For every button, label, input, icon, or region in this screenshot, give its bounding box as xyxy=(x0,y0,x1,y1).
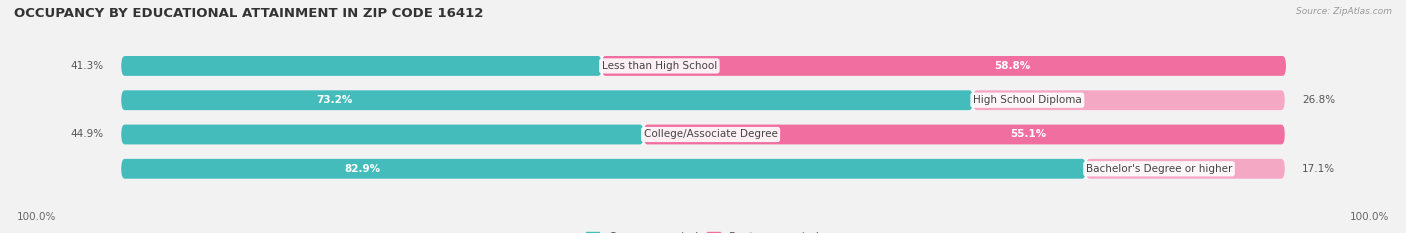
Text: 82.9%: 82.9% xyxy=(344,164,381,174)
Text: 73.2%: 73.2% xyxy=(316,95,353,105)
FancyBboxPatch shape xyxy=(644,125,1285,144)
FancyBboxPatch shape xyxy=(121,56,1285,76)
FancyBboxPatch shape xyxy=(973,90,1285,110)
Text: 100.0%: 100.0% xyxy=(1350,212,1389,222)
FancyBboxPatch shape xyxy=(1085,159,1285,179)
FancyBboxPatch shape xyxy=(121,159,1285,179)
Text: 26.8%: 26.8% xyxy=(1302,95,1336,105)
Text: 44.9%: 44.9% xyxy=(70,130,104,140)
Text: 17.1%: 17.1% xyxy=(1302,164,1336,174)
Text: 58.8%: 58.8% xyxy=(994,61,1031,71)
Text: High School Diploma: High School Diploma xyxy=(973,95,1081,105)
Text: 41.3%: 41.3% xyxy=(70,61,104,71)
Text: 100.0%: 100.0% xyxy=(17,212,56,222)
FancyBboxPatch shape xyxy=(121,90,1285,110)
Text: OCCUPANCY BY EDUCATIONAL ATTAINMENT IN ZIP CODE 16412: OCCUPANCY BY EDUCATIONAL ATTAINMENT IN Z… xyxy=(14,7,484,20)
Text: Bachelor's Degree or higher: Bachelor's Degree or higher xyxy=(1085,164,1232,174)
FancyBboxPatch shape xyxy=(121,125,644,144)
FancyBboxPatch shape xyxy=(121,90,973,110)
Text: Less than High School: Less than High School xyxy=(602,61,717,71)
FancyBboxPatch shape xyxy=(121,125,1285,144)
FancyBboxPatch shape xyxy=(121,56,602,76)
FancyBboxPatch shape xyxy=(602,56,1286,76)
Legend: Owner-occupied, Renter-occupied: Owner-occupied, Renter-occupied xyxy=(586,232,820,233)
Text: College/Associate Degree: College/Associate Degree xyxy=(644,130,778,140)
Text: 55.1%: 55.1% xyxy=(1011,130,1046,140)
FancyBboxPatch shape xyxy=(121,159,1085,179)
Text: Source: ZipAtlas.com: Source: ZipAtlas.com xyxy=(1296,7,1392,16)
